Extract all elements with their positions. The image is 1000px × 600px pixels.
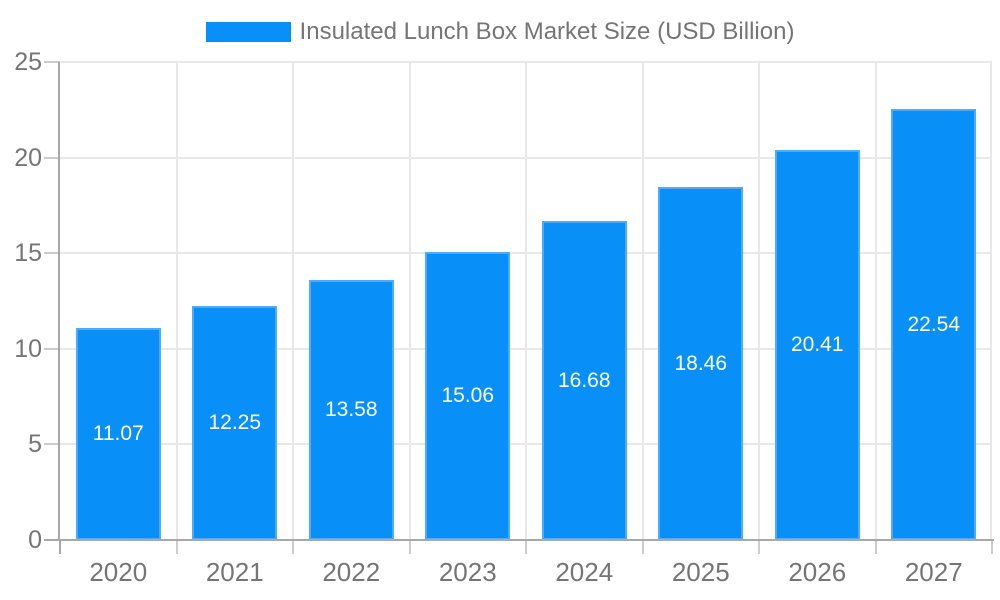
y-axis-tick [44,443,60,446]
y-tick-label: 15 [14,239,42,268]
bar-2024[interactable]: 16.68 [541,221,627,540]
x-axis-tick [758,540,760,554]
bar-value-label: 16.68 [557,368,611,392]
x-axis-tick [175,540,178,554]
x-tick-label: 2021 [205,557,264,587]
bar-2020[interactable]: 11.07 [75,328,161,540]
y-axis-line [58,62,60,540]
x-axis-tick [874,540,877,554]
x-tick-label: 2025 [671,557,730,587]
bar-value-label: 13.58 [324,398,378,422]
bar-value-label: 18.46 [674,351,728,375]
y-axis-tick [44,156,60,159]
x-axis-tick [641,540,644,554]
y-tick-label: 25 [14,48,42,76]
x-gridline [525,62,527,540]
x-tick-label: 2020 [89,557,148,587]
bar-value-label: 20.41 [790,332,844,356]
x-axis-tick [408,540,411,554]
x-tick-label: 2023 [438,557,497,587]
x-axis-tick [991,540,993,554]
x-gridline [408,62,411,540]
x-tick-label: 2026 [788,557,847,587]
legend-color-swatch [205,22,291,42]
y-tick-label: 0 [28,526,42,554]
bar-value-label: 22.54 [907,312,961,336]
y-axis-tick [44,61,60,63]
bar-2025[interactable]: 18.46 [658,187,744,540]
x-gridline [175,62,178,540]
x-gridline [990,62,992,540]
bar-2023[interactable]: 15.06 [425,252,511,540]
x-tick-label: 2027 [904,557,963,587]
x-axis-tick [525,540,527,554]
bar-value-label: 15.06 [441,384,495,408]
y-axis-tick [44,347,60,350]
x-gridline [641,62,644,540]
bar-2026[interactable]: 20.41 [774,149,860,540]
x-gridline [758,62,760,540]
x-tick-label: 2024 [555,557,614,587]
x-axis-tick [292,540,294,554]
plot-area: 11.07 12.25 13.58 15.06 16.68 18.46 20.41 22.54 [60,61,992,540]
bar-2027[interactable]: 22.54 [891,109,977,540]
bar-value-label: 12.25 [208,410,262,434]
y-tick-label: 10 [14,334,42,363]
legend-label: Insulated Lunch Box Market Size (USD Bil… [299,18,795,45]
bar-value-label: 11.07 [92,422,144,446]
x-axis-line [44,539,994,541]
x-gridline [292,62,294,540]
y-axis-tick [44,252,60,255]
x-gridline [874,62,877,540]
bar-2022[interactable]: 13.58 [308,280,394,540]
x-tick-label: 2022 [322,557,381,587]
x-axis-tick [59,540,61,554]
y-tick-label: 5 [28,430,42,459]
y-tick-label: 20 [14,143,42,172]
bar-2021[interactable]: 12.25 [192,305,278,540]
chart-legend[interactable]: Insulated Lunch Box Market Size (USD Bil… [0,18,1000,45]
